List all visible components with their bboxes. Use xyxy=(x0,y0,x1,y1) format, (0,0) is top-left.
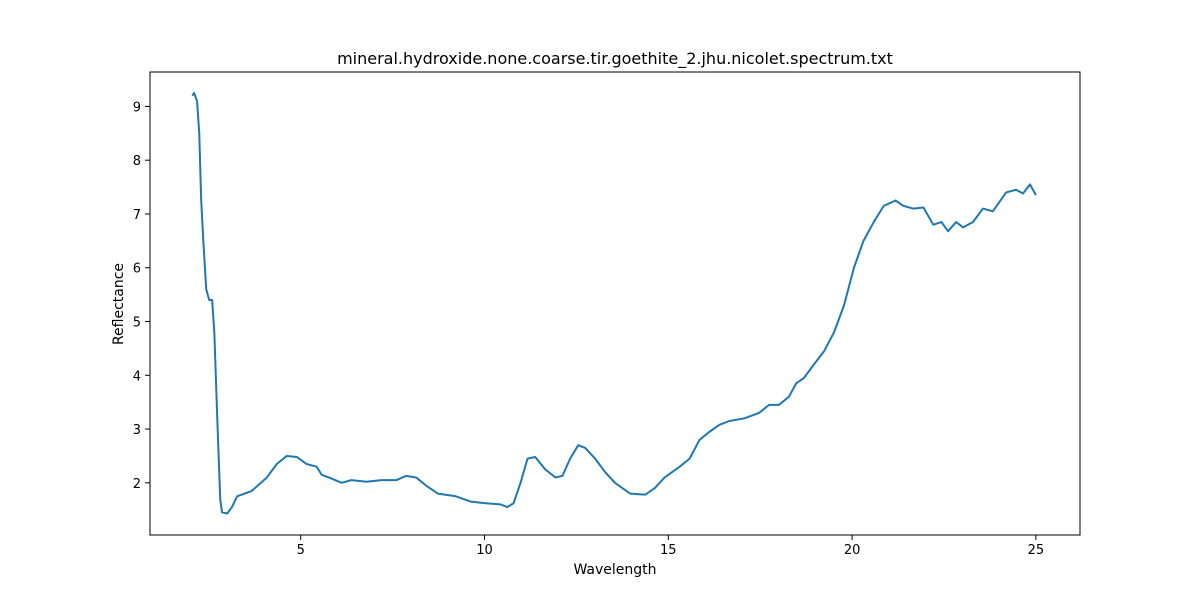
y-tick-label: 2 xyxy=(133,477,141,492)
y-tick-label: 6 xyxy=(133,262,141,277)
y-axis-label: Reflectance xyxy=(111,263,127,345)
x-tick-label: 20 xyxy=(844,543,861,558)
y-tick-label: 5 xyxy=(133,316,141,331)
y-tick-label: 4 xyxy=(133,369,141,384)
y-tick-label: 7 xyxy=(133,208,141,223)
y-tick-label: 9 xyxy=(133,100,141,115)
plot-frame xyxy=(149,71,1081,536)
spectrum-line xyxy=(191,91,1037,515)
chart-title: mineral.hydroxide.none.coarse.tir.goethi… xyxy=(337,49,893,69)
x-axis-label: Wavelength xyxy=(573,562,656,578)
y-tick-label: 3 xyxy=(133,423,141,438)
x-tick-label: 25 xyxy=(1028,543,1045,558)
x-tick-label: 5 xyxy=(297,543,305,558)
x-tick-label: 15 xyxy=(660,543,677,558)
x-tick-label: 10 xyxy=(476,543,493,558)
y-tick-label: 8 xyxy=(133,154,141,169)
